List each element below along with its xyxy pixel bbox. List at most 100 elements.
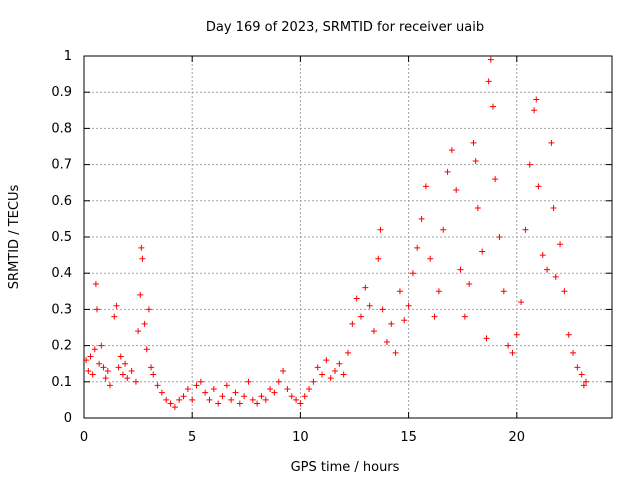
data-point — [310, 378, 317, 385]
data-point — [139, 255, 146, 262]
data-point — [267, 386, 274, 393]
data-point — [115, 364, 122, 371]
data-point — [522, 226, 529, 233]
data-point — [457, 266, 464, 273]
y-tick-label: 1 — [64, 49, 72, 64]
data-point — [513, 331, 520, 338]
data-point — [496, 234, 503, 240]
data-point — [370, 328, 377, 335]
data-point — [557, 241, 564, 248]
data-point — [485, 78, 492, 85]
data-point — [323, 357, 330, 364]
data-point — [249, 396, 256, 403]
data-point — [215, 400, 222, 407]
data-point — [396, 288, 403, 295]
data-point — [145, 306, 152, 313]
data-point — [262, 396, 269, 403]
data-point — [526, 161, 533, 168]
data-point — [340, 371, 347, 378]
data-point — [85, 367, 92, 374]
data-point — [128, 367, 135, 374]
data-point — [314, 364, 321, 371]
data-point — [100, 364, 107, 371]
data-point — [319, 371, 326, 378]
y-tick-label: 0.3 — [51, 302, 72, 317]
data-point — [122, 360, 129, 367]
data-point — [135, 328, 142, 335]
data-point — [388, 320, 395, 327]
y-tick-label: 0.1 — [51, 375, 72, 390]
data-point — [533, 96, 540, 103]
data-point — [583, 378, 590, 385]
data-point — [163, 396, 170, 403]
data-point — [552, 273, 559, 280]
data-point — [206, 396, 213, 403]
data-point — [232, 389, 239, 396]
data-point — [184, 386, 191, 393]
data-point — [241, 393, 248, 400]
data-point — [489, 103, 496, 110]
data-point — [92, 281, 99, 288]
data-point — [518, 299, 525, 306]
data-point — [271, 389, 278, 396]
data-point — [500, 288, 507, 295]
data-point — [444, 168, 451, 175]
data-point — [379, 306, 386, 313]
y-tick-label: 0.6 — [51, 194, 72, 209]
grid — [84, 56, 612, 418]
data-point — [401, 317, 408, 324]
data-point — [440, 226, 447, 233]
data-point — [327, 375, 334, 382]
data-point — [245, 378, 252, 385]
data-point — [474, 205, 481, 212]
data-point — [548, 139, 555, 146]
data-point — [132, 378, 139, 385]
data-point — [505, 342, 512, 349]
data-point — [472, 157, 479, 164]
data-point — [431, 313, 438, 320]
data-point — [479, 248, 486, 255]
y-tick-labels: 0 0.1 0.2 0.3 0.4 0.5 0.6 0.7 0.8 0.9 1 — [51, 49, 72, 426]
data-point — [98, 342, 105, 349]
data-point — [405, 302, 412, 309]
data-point — [570, 349, 577, 356]
data-point — [93, 306, 100, 313]
data-point — [550, 205, 557, 212]
data-point — [349, 320, 356, 327]
data-point — [306, 386, 313, 393]
data-point — [375, 255, 382, 262]
data-point — [453, 186, 460, 193]
data-point — [301, 393, 308, 400]
data-point — [275, 378, 282, 385]
data-point — [202, 389, 209, 396]
data-point — [91, 346, 98, 353]
data-point — [414, 244, 421, 251]
data-point — [448, 147, 455, 154]
data-point — [119, 371, 126, 378]
x-tick-label: 15 — [400, 430, 417, 445]
y-tick-label: 0.5 — [51, 230, 72, 245]
data-point — [288, 393, 295, 400]
data-point — [565, 331, 572, 338]
data-point — [96, 360, 103, 367]
data-point — [336, 360, 343, 367]
y-tick-label: 0.8 — [51, 121, 72, 136]
data-point — [150, 371, 157, 378]
data-point — [492, 176, 499, 183]
data-point — [435, 288, 442, 295]
data-point — [143, 346, 150, 353]
x-axis-label: GPS time / hours — [291, 460, 400, 475]
data-point — [197, 378, 204, 385]
data-point — [154, 382, 161, 389]
data-point — [189, 396, 196, 403]
data-point — [461, 313, 468, 320]
data-point — [124, 375, 131, 382]
data-point — [223, 382, 230, 389]
data-point — [544, 266, 551, 273]
data-point — [574, 364, 581, 371]
data-point — [176, 396, 183, 403]
data-point — [219, 393, 226, 400]
data-point — [284, 386, 291, 393]
data-point — [377, 226, 384, 233]
